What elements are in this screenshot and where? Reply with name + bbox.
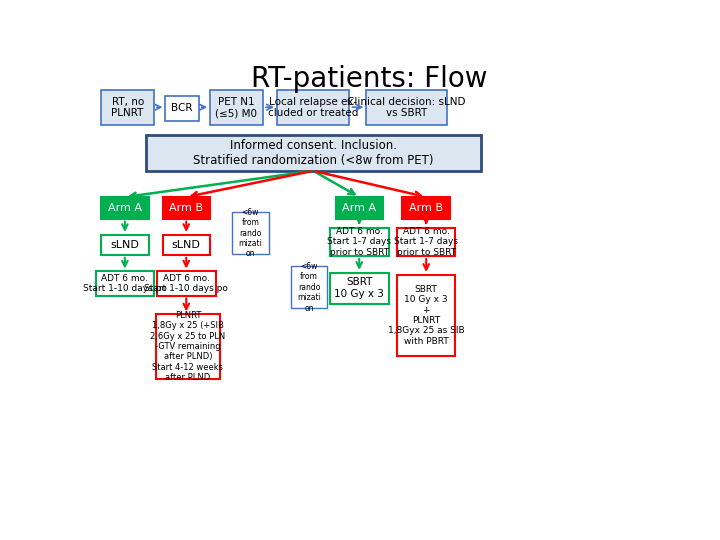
Text: Clinical decision: sLND
vs SBRT: Clinical decision: sLND vs SBRT: [348, 97, 466, 118]
Text: PLNRT
1,8Gy x 25 (+SIB
2,6Gy x 25 to PLN
-GTV remaining
after PLND)
Start 4-12 w: PLNRT 1,8Gy x 25 (+SIB 2,6Gy x 25 to PLN…: [150, 311, 225, 382]
FancyBboxPatch shape: [366, 90, 447, 125]
Text: Arm A: Arm A: [108, 203, 142, 213]
FancyBboxPatch shape: [330, 228, 389, 256]
FancyBboxPatch shape: [101, 235, 148, 255]
Text: SBRT
10 Gy x 3
+
PLNRT
1,8Gyx 25 as SIB
with PBRT: SBRT 10 Gy x 3 + PLNRT 1,8Gyx 25 as SIB …: [388, 285, 464, 346]
FancyBboxPatch shape: [145, 136, 481, 171]
Text: RT-patients: Flow: RT-patients: Flow: [251, 65, 487, 93]
Text: ADT 6 mo.
Start 1-10 days po: ADT 6 mo. Start 1-10 days po: [83, 274, 167, 293]
Text: ADT 6 mo.
Start 1-7 days
prior to SBRT: ADT 6 mo. Start 1-7 days prior to SBRT: [394, 227, 458, 257]
FancyBboxPatch shape: [101, 197, 148, 219]
Text: PET N1
(≤5) M0: PET N1 (≤5) M0: [215, 97, 258, 118]
Text: Local relapse ex-
cluded or treated: Local relapse ex- cluded or treated: [268, 97, 359, 118]
FancyBboxPatch shape: [397, 228, 456, 256]
FancyBboxPatch shape: [96, 272, 154, 295]
Text: Arm B: Arm B: [409, 203, 444, 213]
FancyBboxPatch shape: [291, 266, 327, 308]
FancyBboxPatch shape: [163, 197, 210, 219]
FancyBboxPatch shape: [166, 96, 199, 121]
Text: SBRT
10 Gy x 3: SBRT 10 Gy x 3: [334, 278, 384, 299]
Text: ADT 6 mo.
Start 1-7 days
prior to SBRT: ADT 6 mo. Start 1-7 days prior to SBRT: [327, 227, 391, 257]
FancyBboxPatch shape: [397, 275, 456, 356]
FancyBboxPatch shape: [330, 273, 389, 304]
Text: BCR: BCR: [171, 104, 193, 113]
Text: ADT 6 mo.
Start 1-10 days po: ADT 6 mo. Start 1-10 days po: [144, 274, 228, 293]
Text: Arm B: Arm B: [169, 203, 203, 213]
FancyBboxPatch shape: [156, 314, 220, 379]
FancyBboxPatch shape: [402, 197, 450, 219]
FancyBboxPatch shape: [277, 90, 349, 125]
FancyBboxPatch shape: [233, 212, 269, 254]
FancyBboxPatch shape: [101, 90, 154, 125]
Text: Informed consent. Inclusion.
Stratified randomization (<8w from PET): Informed consent. Inclusion. Stratified …: [193, 139, 433, 167]
FancyBboxPatch shape: [336, 197, 383, 219]
Text: sLND: sLND: [172, 240, 201, 250]
Text: RT, no
PLNRT: RT, no PLNRT: [112, 97, 144, 118]
Text: <6w
from
rando
mizati
on: <6w from rando mizati on: [238, 208, 262, 259]
FancyBboxPatch shape: [157, 272, 215, 295]
Text: Arm A: Arm A: [342, 203, 377, 213]
Text: sLND: sLND: [110, 240, 139, 250]
FancyBboxPatch shape: [163, 235, 210, 255]
Text: <6w
from
rando
mizati
on: <6w from rando mizati on: [297, 262, 321, 313]
FancyBboxPatch shape: [210, 90, 263, 125]
